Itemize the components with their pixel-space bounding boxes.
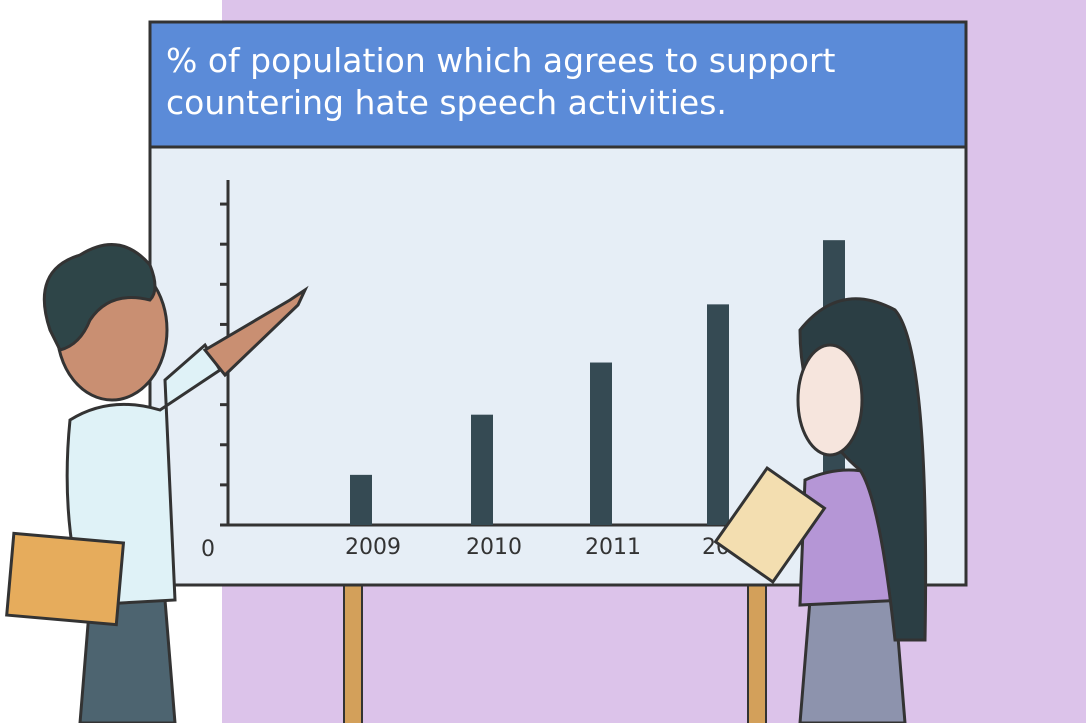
bar [350,475,372,525]
chart-title: % of population which agrees to support … [166,40,886,124]
x-tick-label: 2009 [345,535,401,560]
board-leg [344,585,362,723]
bar [590,363,612,525]
x-tick-label: 2010 [466,535,522,560]
y-tick-label: 0 [201,537,215,562]
illustration: 02009201020112012 % of population which … [0,0,1086,723]
board-leg [748,585,766,723]
x-tick-label: 2011 [585,535,641,560]
bar [471,415,493,525]
bar [707,304,729,525]
